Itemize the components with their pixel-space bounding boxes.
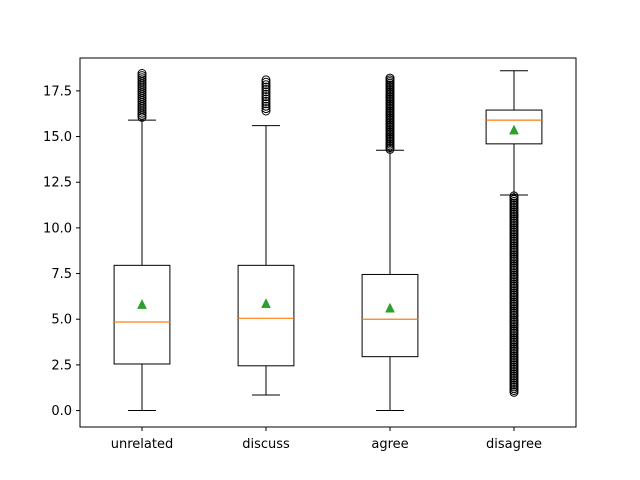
outlier-point — [261, 89, 271, 99]
box-unrelated — [113, 69, 171, 412]
outlier-point — [137, 71, 147, 81]
y-tick-label: 5.0 — [51, 313, 72, 328]
outliers — [509, 191, 519, 397]
outlier-point — [137, 69, 147, 79]
y-tick-label: 2.5 — [51, 358, 72, 373]
y-tick-label: 12.5 — [43, 176, 72, 191]
outliers — [385, 73, 395, 154]
mean-marker — [385, 302, 395, 313]
outlier-point — [261, 94, 271, 104]
iqr-box — [361, 273, 419, 358]
outlier-point — [261, 82, 271, 92]
outlier-point — [261, 101, 271, 111]
iqr-box — [485, 109, 543, 145]
outlier-point — [385, 73, 395, 83]
y-tick-label: 0.0 — [51, 404, 72, 419]
x-tick-label: agree — [371, 437, 408, 452]
y-tick-label: 15.0 — [43, 130, 72, 145]
outliers — [261, 75, 271, 116]
outlier-point — [261, 80, 271, 90]
y-tick-label: 7.5 — [51, 267, 72, 282]
box-agree — [361, 73, 419, 412]
box-discuss — [237, 75, 295, 396]
x-tick-label: discuss — [242, 437, 290, 452]
x-tick-label: disagree — [486, 437, 542, 452]
y-tick-label: 17.5 — [43, 84, 72, 99]
box-disagree — [485, 70, 543, 397]
outlier-point — [261, 96, 271, 106]
iqr-box — [237, 264, 295, 367]
y-axis: 0.0 2.5 5.0 7.5 10.0 12.5 15.0 17.5 — [43, 84, 80, 419]
mean-marker — [137, 299, 147, 309]
mean-marker — [261, 298, 271, 308]
x-axis: unrelated discuss agree disagree — [111, 427, 542, 452]
outlier-point — [509, 191, 519, 201]
outlier-point — [261, 87, 271, 97]
iqr-box — [113, 264, 171, 365]
x-tick-label: unrelated — [111, 437, 173, 452]
outlier-point — [261, 75, 271, 85]
outlier-point — [261, 106, 271, 116]
outlier-point — [261, 99, 271, 109]
axes-frame — [79, 57, 577, 428]
outliers — [137, 69, 147, 122]
y-tick-label: 10.0 — [43, 221, 72, 236]
outlier-point — [261, 77, 271, 87]
outlier-point — [261, 84, 271, 94]
outlier-point — [137, 75, 147, 85]
outlier-point — [261, 92, 271, 102]
outlier-point — [137, 73, 147, 83]
outlier-point — [261, 104, 271, 114]
mean-marker — [509, 124, 519, 135]
boxes-group — [113, 69, 543, 412]
